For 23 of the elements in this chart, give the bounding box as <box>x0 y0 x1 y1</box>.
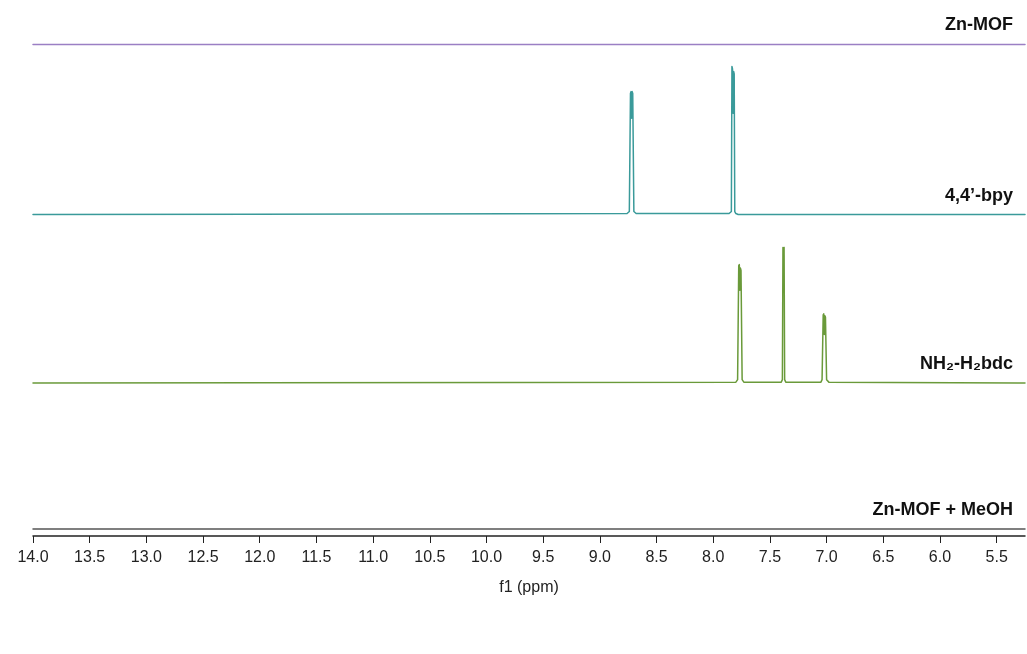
x-tick-label: 7.5 <box>758 547 782 565</box>
series-label: Zn-MOF + MeOH <box>872 499 1013 520</box>
x-tick-label: 5.5 <box>985 547 1008 565</box>
x-tick-label: 9.0 <box>588 547 612 565</box>
x-tick-label: 13.0 <box>130 547 163 565</box>
x-tick-label: 6.0 <box>928 547 952 565</box>
series-label: 4,4’-bpy <box>944 184 1013 205</box>
x-tick-label: 12.0 <box>244 547 276 565</box>
x-tick-label: 11.5 <box>301 547 332 565</box>
x-tick-label: 13.5 <box>74 547 106 565</box>
x-axis-title: f1 (ppm) <box>499 577 559 595</box>
x-tick-label: 10.5 <box>414 547 446 565</box>
series-label: Zn-MOF <box>945 14 1013 35</box>
x-tick-label: 11.0 <box>358 547 389 565</box>
x-tick-label: 6.5 <box>872 547 895 565</box>
x-tick-label: 10.0 <box>470 547 503 565</box>
x-tick-label: 14.0 <box>17 547 49 565</box>
x-tick-label: 12.5 <box>187 547 219 565</box>
x-tick-label: 8.0 <box>702 547 725 565</box>
series-label: NH₂-H₂bdc <box>920 353 1013 374</box>
x-tick-label: 8.5 <box>645 547 668 565</box>
x-tick-label: 9.5 <box>532 547 555 565</box>
x-tick-label: 7.0 <box>815 547 838 565</box>
